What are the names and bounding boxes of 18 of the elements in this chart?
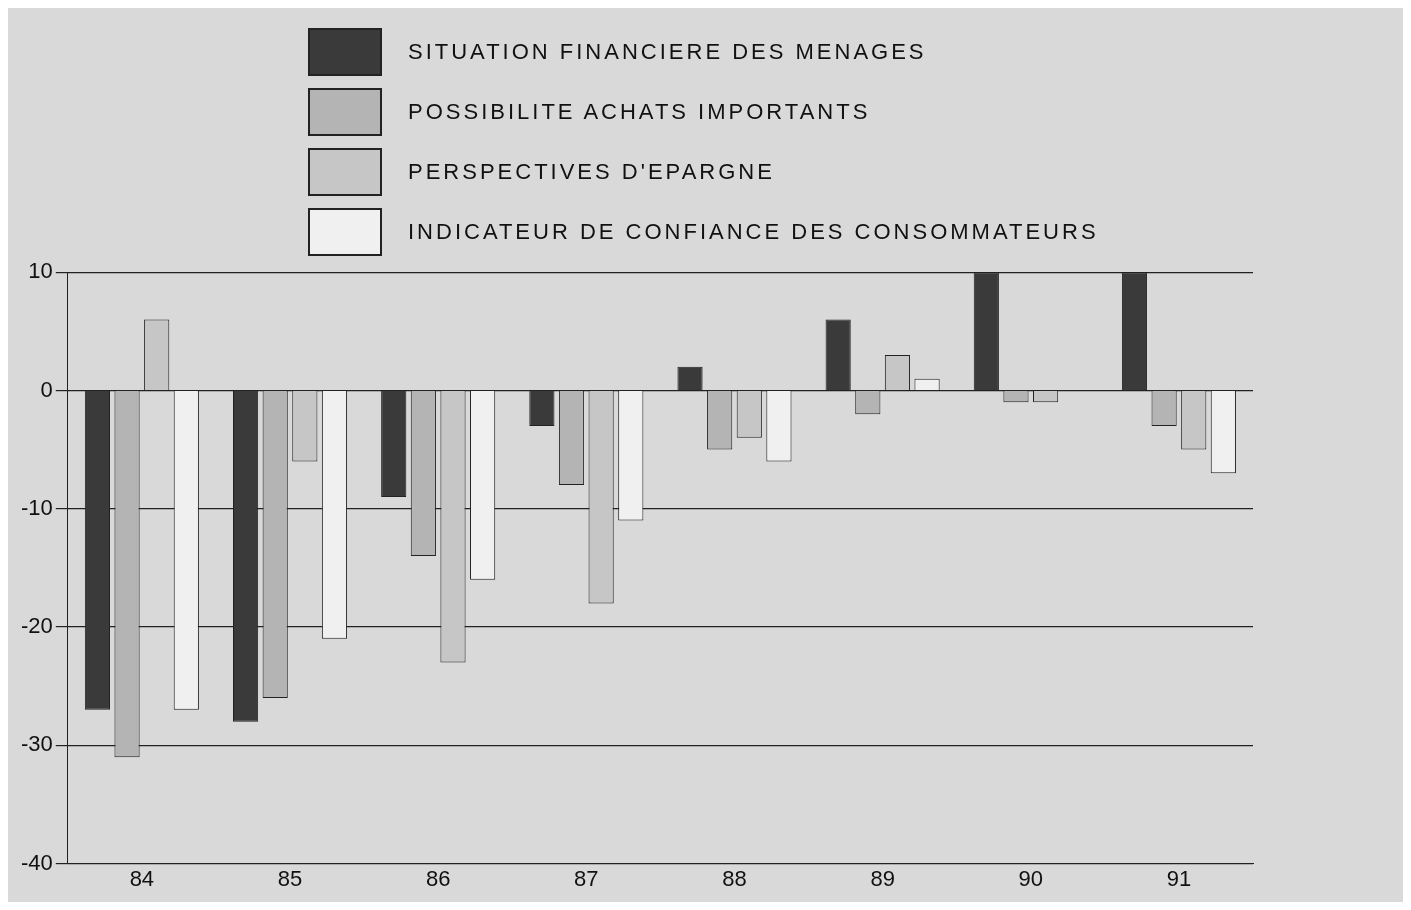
legend-label: INDICATEUR DE CONFIANCE DES CONSOMMATEURS <box>408 219 1099 245</box>
legend-label: SITUATION FINANCIERE DES MENAGES <box>408 39 927 65</box>
x-tick-label: 87 <box>574 865 599 891</box>
legend-label: POSSIBILITE ACHATS IMPORTANTS <box>408 99 871 125</box>
x-tick-label: 88 <box>722 865 747 891</box>
x-tick-label: 90 <box>1018 865 1044 891</box>
y-tick-label: -30 <box>21 731 53 757</box>
x-tick-label: 85 <box>277 865 303 891</box>
x-tick-label: 84 <box>129 865 155 891</box>
y-tick-label: -40 <box>21 849 53 875</box>
x-tick-label: 86 <box>425 865 451 891</box>
y-tick-label: -20 <box>21 613 53 639</box>
y-tick-label: 0 <box>40 376 53 402</box>
y-tick-label: 10 <box>28 258 53 284</box>
y-tick-label: -10 <box>21 494 53 520</box>
x-tick-label: 91 <box>1166 865 1192 891</box>
legend-label: PERSPECTIVES D'EPARGNE <box>408 159 775 185</box>
x-tick-label: 89 <box>870 865 895 891</box>
